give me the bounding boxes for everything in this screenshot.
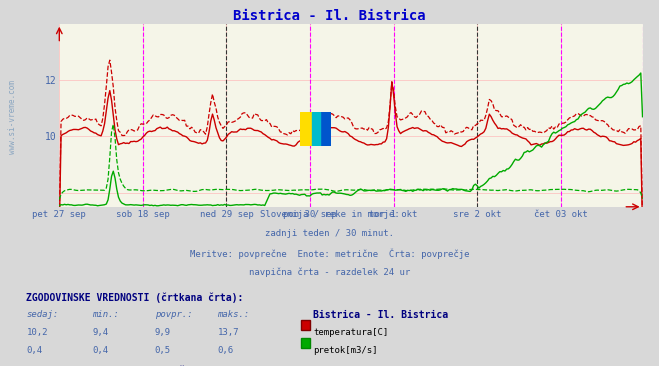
Text: www.si-vreme.com: www.si-vreme.com xyxy=(8,80,17,154)
Text: ZGODOVINSKE VREDNOSTI (črtkana črta):: ZGODOVINSKE VREDNOSTI (črtkana črta): xyxy=(26,293,244,303)
Text: 0,6: 0,6 xyxy=(217,346,233,355)
Text: min.:: min.: xyxy=(92,310,119,319)
Bar xyxy=(316,112,331,146)
Text: 9,9: 9,9 xyxy=(155,328,171,337)
Text: Meritve: povprečne  Enote: metrične  Črta: povprečje: Meritve: povprečne Enote: metrične Črta:… xyxy=(190,249,469,259)
Text: 13,7: 13,7 xyxy=(217,328,239,337)
Text: 9,4: 9,4 xyxy=(92,328,108,337)
Text: zadnji teden / 30 minut.: zadnji teden / 30 minut. xyxy=(265,229,394,239)
Text: povpr.:: povpr.: xyxy=(155,310,192,319)
Text: maks.:: maks.: xyxy=(217,310,250,319)
Text: pretok[m3/s]: pretok[m3/s] xyxy=(313,346,378,355)
Text: 10,2: 10,2 xyxy=(26,328,48,337)
Text: Slovenija / reke in morje:: Slovenija / reke in morje: xyxy=(260,210,399,220)
Text: 0,4: 0,4 xyxy=(92,346,108,355)
Text: temperatura[C]: temperatura[C] xyxy=(313,328,388,337)
Text: navpična črta - razdelek 24 ur: navpična črta - razdelek 24 ur xyxy=(249,268,410,277)
Text: 0,5: 0,5 xyxy=(155,346,171,355)
Text: TRENUTNE VREDNOSTI (polna črta):: TRENUTNE VREDNOSTI (polna črta): xyxy=(26,365,214,366)
Bar xyxy=(300,112,316,146)
Text: 0,4: 0,4 xyxy=(26,346,42,355)
Bar xyxy=(312,112,320,146)
Text: Bistrica - Il. Bistrica: Bistrica - Il. Bistrica xyxy=(233,9,426,23)
Text: sedaj:: sedaj: xyxy=(26,310,59,319)
Text: Bistrica - Il. Bistrica: Bistrica - Il. Bistrica xyxy=(313,310,448,320)
